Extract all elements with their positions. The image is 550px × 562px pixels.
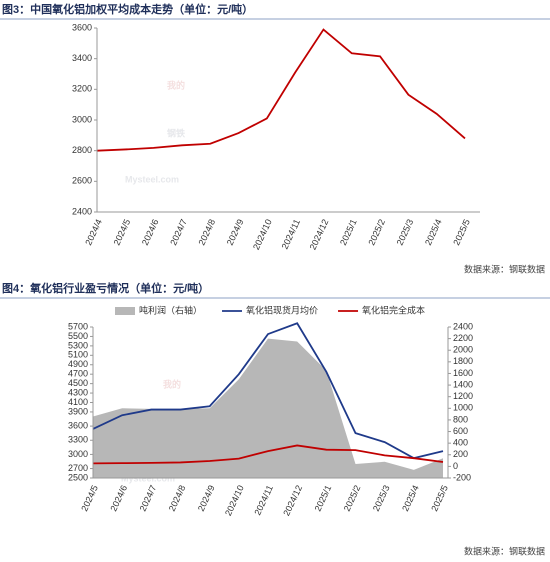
y-tick-label: 4700 (68, 369, 88, 379)
y-tick-label: 3600 (68, 420, 88, 430)
y-tick-label: 3900 (68, 406, 88, 416)
x-tick-label: 2025/4 (400, 484, 421, 513)
watermark: 钢铁 (167, 127, 185, 138)
y-tick-label: 4900 (68, 359, 88, 369)
x-tick-label: 2024/9 (196, 484, 217, 513)
x-tick-label: 2025/3 (395, 218, 416, 247)
y2-tick-label: 200 (453, 449, 468, 459)
x-tick-label: 2024/7 (168, 218, 189, 247)
y-tick-label: 4100 (68, 397, 88, 407)
x-tick-label: 2024/7 (138, 484, 159, 513)
y2-tick-label: 1800 (453, 356, 473, 366)
x-tick-label: 2024/6 (108, 484, 129, 513)
line (96, 28, 466, 152)
y2-tick-label: 2000 (453, 345, 473, 355)
x-tick-label: 2025/2 (366, 218, 387, 247)
y-tick-label: 5500 (68, 331, 88, 341)
y2-tick-label: -200 (453, 472, 471, 482)
x-tick-label: 2024/4 (83, 218, 104, 247)
line (92, 444, 444, 465)
y-tick-label: 4300 (68, 387, 88, 397)
y-tick-label: 2600 (72, 176, 92, 186)
y2-tick-label: 0 (453, 461, 458, 471)
line (92, 322, 444, 460)
y-tick-label: 2700 (68, 463, 88, 473)
x-tick-label: 2024/5 (79, 484, 100, 513)
x-tick-label: 2024/8 (167, 484, 188, 513)
x-tick-label: 2024/12 (308, 218, 331, 252)
source-note: 数据来源：钢联数据 (464, 545, 545, 556)
y-tick-label: 2800 (72, 145, 92, 155)
y2-tick-label: 600 (453, 426, 468, 436)
y-tick-label: 3000 (72, 114, 92, 124)
y2-tick-label: 1200 (453, 391, 473, 401)
watermark: 我的 (167, 79, 185, 90)
legend-label: 氧化铝现货月均价 (246, 304, 318, 315)
x-tick-label: 2025/1 (338, 218, 359, 247)
x-tick-label: 2024/12 (281, 484, 304, 518)
y-tick-label: 3000 (68, 449, 88, 459)
chart-title: 图4：氧化铝行业盈亏情况（单位：元/吨） (2, 281, 209, 295)
x-tick-label: 2024/10 (251, 218, 274, 252)
y-tick-label: 2500 (68, 472, 88, 482)
x-tick-label: 2025/3 (371, 484, 392, 513)
x-tick-label: 2025/1 (313, 484, 334, 513)
y-tick-label: 5300 (68, 340, 88, 350)
x-tick-label: 2025/2 (342, 484, 363, 513)
x-tick-label: 2025/4 (423, 218, 444, 247)
y2-tick-label: 800 (453, 414, 468, 424)
y2-tick-label: 1400 (453, 379, 473, 389)
legend-swatch (115, 307, 135, 315)
y-tick-label: 5700 (68, 321, 88, 331)
y2-tick-label: 1000 (453, 403, 473, 413)
watermark: Mysteel.com (125, 174, 179, 184)
x-tick-label: 2024/5 (112, 218, 133, 247)
y2-tick-label: 2200 (453, 333, 473, 343)
y2-tick-label: 1600 (453, 368, 473, 378)
chart-title: 图3：中国氧化铝加权平均成本走势（单位：元/吨） (2, 2, 253, 16)
y-tick-label: 3600 (72, 22, 92, 32)
x-tick-label: 2024/8 (196, 218, 217, 247)
x-tick-label: 2024/11 (280, 218, 303, 251)
x-tick-label: 2024/9 (225, 218, 246, 247)
y-tick-label: 3400 (72, 53, 92, 63)
watermark: 我的 (163, 378, 181, 389)
y-tick-label: 5100 (68, 350, 88, 360)
y-tick-label: 2400 (72, 206, 92, 216)
y-tick-label: 3300 (68, 435, 88, 445)
x-tick-label: 2025/5 (429, 484, 450, 513)
x-tick-label: 2025/5 (451, 218, 472, 247)
x-tick-label: 2024/6 (140, 218, 161, 247)
legend-label: 吨利润（右轴） (139, 304, 202, 315)
y-tick-label: 3200 (72, 84, 92, 94)
y2-tick-label: 2400 (453, 321, 473, 331)
x-tick-label: 2024/11 (252, 484, 275, 517)
x-tick-label: 2024/10 (223, 484, 246, 518)
source-note: 数据来源：钢联数据 (464, 263, 545, 274)
area (93, 338, 443, 478)
legend-label: 氧化铝完全成本 (362, 304, 425, 315)
y2-tick-label: 400 (453, 438, 468, 448)
y-tick-label: 4500 (68, 378, 88, 388)
